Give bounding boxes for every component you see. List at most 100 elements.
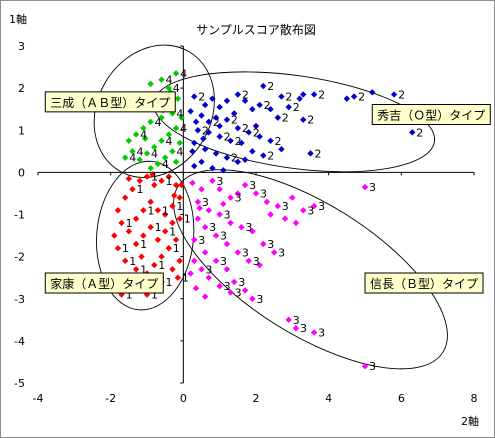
data-point-cluster-2 — [205, 118, 212, 126]
data-point-cluster-2 — [260, 152, 267, 159]
point-label-cluster-1: 1 — [176, 200, 183, 213]
annotation-box — [364, 272, 484, 294]
data-point-cluster-3 — [263, 198, 271, 206]
data-point-cluster-3 — [234, 249, 242, 256]
data-point-cluster-4 — [178, 114, 185, 121]
data-point-cluster-2 — [200, 135, 207, 142]
data-point-cluster-2 — [216, 122, 223, 130]
point-label-cluster-3: 3 — [318, 200, 325, 213]
data-point-cluster-3 — [252, 190, 260, 197]
data-point-cluster-3 — [249, 295, 256, 302]
axes — [37, 45, 475, 384]
data-point-cluster-2 — [201, 146, 209, 153]
point-label-cluster-3: 3 — [209, 221, 216, 234]
point-label-cluster-2: 2 — [416, 126, 423, 139]
point-label-cluster-3: 3 — [216, 175, 223, 188]
data-point-cluster-1 — [161, 228, 169, 235]
y-tick-label: 2 — [18, 82, 25, 95]
point-label-cluster-1: 1 — [184, 213, 191, 226]
point-label-cluster-2: 2 — [282, 112, 289, 125]
data-point-cluster-2 — [409, 129, 416, 136]
data-point-cluster-1 — [151, 181, 158, 189]
data-point-cluster-2 — [198, 112, 205, 119]
data-point-cluster-2 — [216, 133, 223, 140]
data-point-cluster-2 — [234, 91, 242, 98]
data-point-cluster-3 — [310, 329, 318, 336]
data-point-cluster-1 — [132, 240, 140, 248]
data-point-cluster-3 — [274, 202, 281, 210]
data-point-cluster-2 — [369, 89, 376, 96]
data-point-cluster-1 — [125, 175, 133, 182]
data-point-cluster-2 — [274, 114, 281, 121]
data-point-cluster-1 — [172, 181, 180, 189]
data-point-cluster-3 — [234, 190, 242, 197]
data-point-cluster-4 — [147, 164, 154, 172]
point-label-cluster-1: 1 — [147, 204, 154, 217]
data-point-cluster-2 — [267, 105, 274, 113]
point-label-cluster-2: 2 — [231, 152, 238, 165]
data-point-cluster-2 — [227, 137, 234, 144]
x-tick-label: 2 — [253, 392, 260, 405]
point-label-cluster-3: 3 — [307, 204, 314, 217]
y-tick-label: -4 — [14, 335, 25, 348]
data-point-cluster-2 — [249, 148, 256, 155]
data-point-cluster-3 — [289, 194, 296, 201]
point-label-cluster-2: 2 — [242, 88, 249, 101]
data-point-cluster-1 — [165, 245, 172, 252]
data-point-cluster-3 — [223, 240, 231, 248]
point-label-cluster-4: 4 — [155, 116, 162, 129]
point-label-cluster-3: 3 — [242, 246, 249, 259]
point-label-cluster-2: 2 — [202, 124, 209, 137]
data-point-cluster-4 — [147, 118, 154, 126]
data-point-cluster-1 — [140, 232, 147, 239]
data-point-cluster-2 — [191, 162, 198, 170]
point-label-cluster-3: 3 — [206, 263, 213, 276]
point-label-cluster-2: 2 — [398, 88, 405, 101]
data-point-cluster-1 — [122, 257, 129, 265]
data-point-cluster-1 — [172, 236, 180, 243]
point-label-cluster-3: 3 — [267, 238, 274, 251]
data-point-cluster-2 — [350, 93, 358, 100]
point-label-cluster-2: 2 — [318, 88, 325, 101]
data-point-cluster-2 — [310, 91, 318, 98]
data-point-cluster-4 — [169, 148, 176, 155]
data-point-cluster-3 — [223, 266, 231, 273]
point-label-cluster-4: 4 — [136, 145, 143, 158]
y-tick-label: -3 — [14, 293, 25, 306]
point-label-cluster-3: 3 — [318, 326, 325, 339]
data-point-cluster-2 — [249, 105, 256, 113]
point-label-cluster-3: 3 — [220, 255, 227, 268]
data-point-cluster-2 — [209, 95, 216, 102]
data-point-cluster-2 — [191, 93, 198, 100]
data-point-cluster-3 — [249, 228, 256, 235]
point-label-cluster-3: 3 — [369, 360, 376, 373]
point-label-cluster-2: 2 — [358, 91, 365, 104]
data-point-cluster-3 — [227, 194, 234, 201]
point-label-cluster-3: 3 — [235, 192, 242, 205]
data-point-cluster-3 — [281, 215, 289, 222]
data-point-cluster-2 — [278, 93, 285, 100]
data-point-cluster-4 — [122, 154, 129, 161]
data-point-cluster-2 — [209, 164, 216, 172]
data-point-cluster-1 — [147, 223, 154, 231]
data-point-cluster-3 — [189, 179, 196, 187]
data-point-cluster-3 — [270, 249, 278, 256]
data-point-cluster-3 — [245, 257, 252, 265]
data-point-cluster-3 — [300, 207, 307, 214]
data-point-cluster-3 — [191, 257, 198, 265]
point-label-cluster-1: 1 — [182, 272, 189, 285]
point-label-cluster-3: 3 — [235, 286, 242, 299]
data-point-cluster-2 — [223, 97, 231, 104]
point-label-cluster-2: 2 — [231, 114, 238, 127]
data-point-cluster-3 — [201, 223, 209, 231]
data-point-cluster-2 — [300, 91, 307, 98]
data-point-cluster-3 — [212, 257, 220, 265]
point-label-cluster-3: 3 — [198, 234, 205, 247]
data-point-cluster-3 — [194, 215, 202, 222]
data-point-cluster-2 — [252, 122, 260, 130]
annotation-3: 家康（Ａ型）タイプ — [44, 272, 164, 294]
data-point-cluster-4 — [147, 80, 154, 88]
